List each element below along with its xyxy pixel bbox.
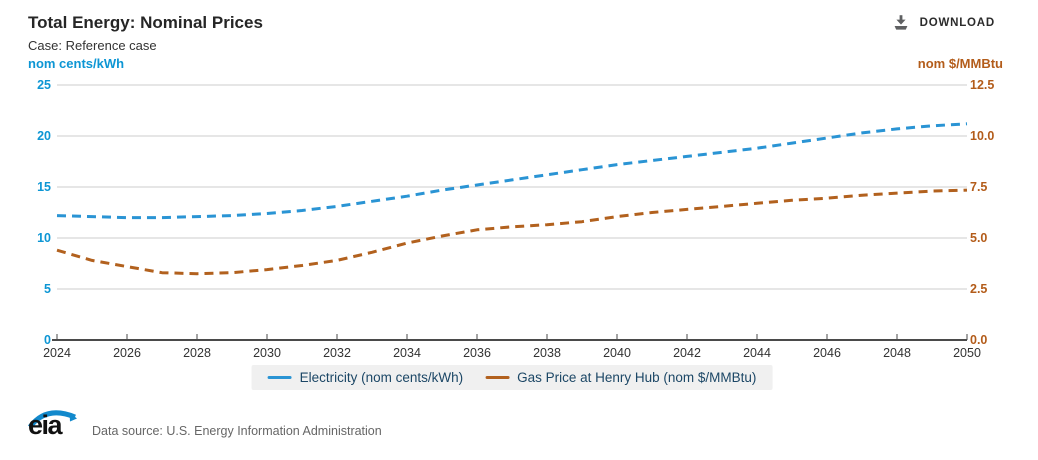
x-tick-label: 2042 [673, 346, 701, 360]
x-tick-label: 2034 [393, 346, 421, 360]
legend-label-gas: Gas Price at Henry Hub (nom $/MMBtu) [517, 370, 757, 385]
series-line-gas[interactable] [56, 188, 968, 276]
eia-logo-text: eia [28, 410, 63, 440]
y-left-tick-label: 15 [37, 180, 51, 194]
x-tick-label: 2046 [813, 346, 841, 360]
x-tick-label: 2050 [953, 346, 981, 360]
case-label: Case: Reference case [28, 38, 157, 53]
y-right-tick-label: 12.5 [970, 78, 995, 92]
left-axis-title: nom cents/kWh [28, 56, 125, 71]
x-tick-label: 2024 [43, 346, 71, 360]
gas-line-swatch [485, 375, 510, 380]
y-left-tick-label: 25 [37, 78, 51, 92]
x-tick-label: 2048 [883, 346, 911, 360]
plot-svg [52, 84, 968, 341]
x-tick-label: 2044 [743, 346, 771, 360]
y-left-tick-label: 20 [37, 129, 51, 143]
data-source-text: Data source: U.S. Energy Information Adm… [92, 424, 382, 438]
y-right-tick-label: 0.0 [970, 333, 988, 347]
series-line-electricity[interactable] [56, 122, 968, 220]
x-tick-label: 2036 [463, 346, 491, 360]
eia-logo: eia [26, 406, 82, 442]
legend-label-electricity: Electricity (nom cents/kWh) [299, 370, 464, 385]
download-button[interactable]: DOWNLOAD [890, 12, 997, 34]
download-label: DOWNLOAD [919, 17, 995, 29]
x-tick-label: 2032 [323, 346, 351, 360]
y-right-tick-label: 2.5 [970, 282, 988, 296]
y-left-tick-label: 0 [44, 333, 51, 347]
x-tick-label: 2026 [113, 346, 141, 360]
x-tick-label: 2028 [183, 346, 211, 360]
y-right-tick-label: 5.0 [970, 231, 988, 245]
page-title: Total Energy: Nominal Prices [28, 13, 263, 32]
chart-legend: Electricity (nom cents/kWh) Gas Price at… [251, 365, 773, 390]
legend-item-gas[interactable]: Gas Price at Henry Hub (nom $/MMBtu) [485, 370, 756, 385]
plot-area[interactable]: 0 5 10 15 20 25 0.0 2.5 5.0 7.5 10.0 12.5 2024 2026 20… [0, 0, 1038, 400]
y-right-tick-label: 10.0 [970, 129, 995, 143]
x-tick-label: 2040 [603, 346, 631, 360]
right-axis-title: nom $/MMBtu [917, 56, 1003, 71]
x-tick-label: 2030 [253, 346, 281, 360]
y-left-tick-label: 5 [44, 282, 51, 296]
x-tick-label: 2038 [533, 346, 561, 360]
y-right-tick-label: 7.5 [970, 180, 988, 194]
electricity-line-swatch [267, 375, 292, 380]
download-icon [892, 14, 910, 32]
y-left-tick-label: 10 [37, 231, 51, 245]
legend-item-electricity[interactable]: Electricity (nom cents/kWh) [267, 370, 464, 385]
